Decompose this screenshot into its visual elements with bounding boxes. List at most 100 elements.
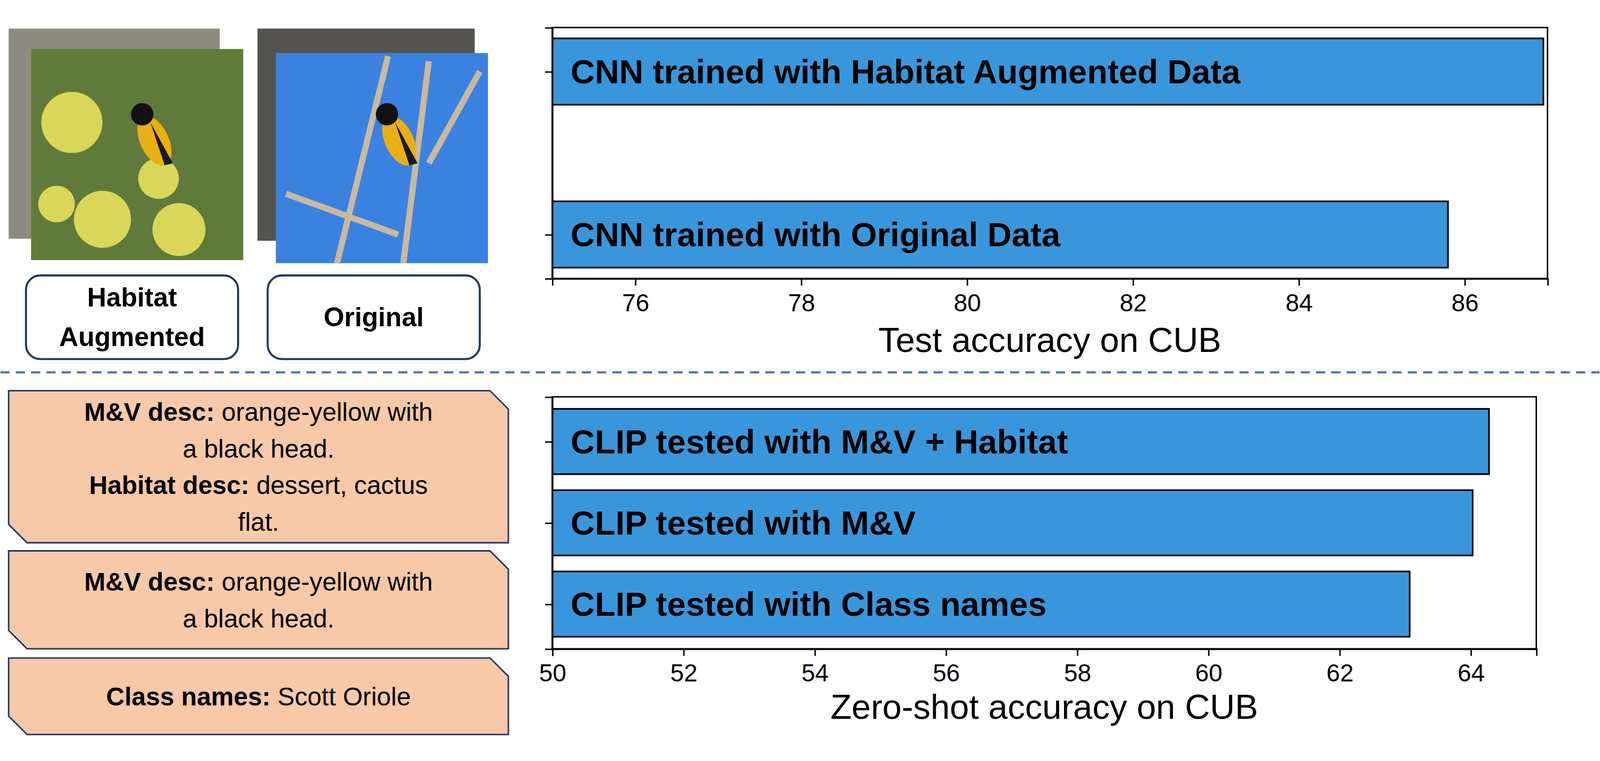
- category-label: CLIP tested with M&V: [570, 503, 917, 542]
- x-tick: 60: [1195, 648, 1223, 687]
- y-axis: [545, 28, 553, 280]
- flower: [152, 202, 206, 256]
- x-tick: 54: [801, 648, 829, 687]
- x-tick-label: 64: [1457, 659, 1485, 687]
- x-tick: 56: [932, 648, 960, 687]
- x-tick: 86: [1451, 278, 1479, 317]
- description-text: orange-yellow with: [221, 566, 433, 596]
- x-tick: 52: [670, 648, 698, 687]
- description-line: Habitat desc:dessert, cactus: [89, 470, 428, 500]
- x-tick: 50: [539, 648, 567, 687]
- y-tick-mark: [545, 522, 553, 525]
- bars: [552, 408, 1489, 637]
- x-axis-line: [552, 278, 1548, 286]
- x-axis: 76 78 80 82 84 86: [552, 278, 1548, 317]
- x-tick-mark: [966, 278, 969, 286]
- x-tick-label: 60: [1195, 659, 1223, 687]
- description-label: Class names:: [106, 681, 271, 711]
- x-tick-label: 76: [621, 289, 650, 317]
- bird-head: [375, 103, 399, 126]
- description-line: a black head.: [182, 434, 335, 463]
- x-tick-mark: [1298, 278, 1300, 286]
- images: [8, 28, 488, 263]
- chart: 50 52 54 56 58 60 62 64 CLIP tested with M&V + H…: [0, 396, 1538, 727]
- flower: [41, 91, 103, 154]
- x-tick: 84: [1285, 278, 1313, 317]
- branch: [428, 71, 480, 164]
- branch: [336, 56, 389, 264]
- plot-frame: [552, 27, 1548, 279]
- x-tick-mark: [814, 648, 816, 656]
- figure: HabitatAugmentedOriginalM&V desc:orange-…: [0, 0, 1600, 761]
- flower: [73, 190, 131, 248]
- x-axis: 50 52 54 56 58 60 62 64: [539, 648, 1538, 687]
- x-tick: 58: [1063, 648, 1092, 687]
- y-axis-line: [545, 397, 553, 650]
- x-tick-mark: [945, 648, 948, 656]
- description-text: orange-yellow with: [221, 397, 433, 426]
- image-habitat: [30, 49, 243, 260]
- bar: [552, 408, 1489, 475]
- x-tick: 78: [787, 278, 816, 317]
- bar: [552, 38, 1544, 105]
- x-axis-title: Zero-shot accuracy on CUB: [830, 687, 1258, 727]
- x-tick-label: 54: [801, 659, 829, 687]
- y-tick: [545, 234, 553, 236]
- description-box: [8, 657, 509, 735]
- x-tick-mark: [1208, 648, 1210, 656]
- x-tick-mark: [1132, 278, 1134, 286]
- description-line: M&V desc:orange-yellow with: [84, 397, 433, 426]
- x-tick-mark: [1339, 648, 1342, 656]
- y-tick-mark: [545, 234, 553, 236]
- canvas: HabitatAugmentedOriginalM&V desc:orange-…: [0, 0, 1600, 761]
- x-tick-label: 52: [670, 659, 698, 687]
- category-label: CNN trained with Original Data: [570, 215, 1061, 254]
- description-line: a black head.: [182, 603, 335, 633]
- description-text: Scott Oriole: [277, 681, 411, 711]
- flower: [38, 185, 76, 223]
- x-tick-label: 58: [1063, 659, 1092, 687]
- description-line: flat.: [238, 507, 280, 537]
- x-axis-line: [552, 649, 1537, 656]
- x-tick: 76: [621, 278, 650, 317]
- y-axis-line: [545, 28, 553, 280]
- description-text: flat.: [238, 507, 280, 537]
- bar: [552, 490, 1473, 556]
- x-tick-label: 82: [1119, 289, 1147, 317]
- bird-head: [130, 103, 154, 126]
- y-tick-mark: [545, 71, 553, 74]
- description-text: a black head.: [182, 434, 335, 463]
- y-tick: [545, 441, 553, 443]
- description-label: Habitat desc:: [89, 470, 250, 500]
- description-text: dessert, cactus: [256, 470, 428, 500]
- description-box: [8, 550, 509, 649]
- caption-box: [26, 275, 239, 360]
- x-tick: 80: [954, 278, 982, 317]
- x-tick-mark: [800, 278, 803, 286]
- x-tick-label: 84: [1285, 289, 1313, 317]
- branch: [286, 193, 399, 235]
- image-original: [276, 52, 488, 263]
- plot-frame: [552, 396, 1536, 649]
- separator: [0, 371, 1600, 374]
- bar: [552, 201, 1448, 268]
- x-tick-label: 80: [954, 289, 982, 317]
- y-axis: [545, 397, 553, 650]
- description-label: M&V desc:: [84, 566, 215, 596]
- category-label: CLIP tested with M&V + Habitat: [570, 422, 1069, 461]
- x-tick-label: 56: [932, 659, 960, 687]
- chart: 767880828486CNN trained with Habitat Aug…: [0, 27, 1549, 360]
- description-text: a black head.: [182, 603, 335, 633]
- description-line: Class names:Scott Oriole: [106, 681, 412, 711]
- x-tick-label: 78: [787, 289, 816, 317]
- x-tick-mark: [1464, 278, 1466, 286]
- image-caption: Original: [323, 302, 424, 333]
- x-tick-mark: [683, 648, 685, 656]
- description-line: M&V desc:orange-yellow with: [84, 566, 433, 596]
- x-tick-label: 86: [1451, 289, 1479, 317]
- bar: [552, 571, 1410, 637]
- x-tick: 62: [1326, 648, 1354, 687]
- x-tick-mark: [634, 278, 637, 286]
- y-tick: [545, 603, 553, 605]
- description-label: M&V desc:: [84, 397, 215, 426]
